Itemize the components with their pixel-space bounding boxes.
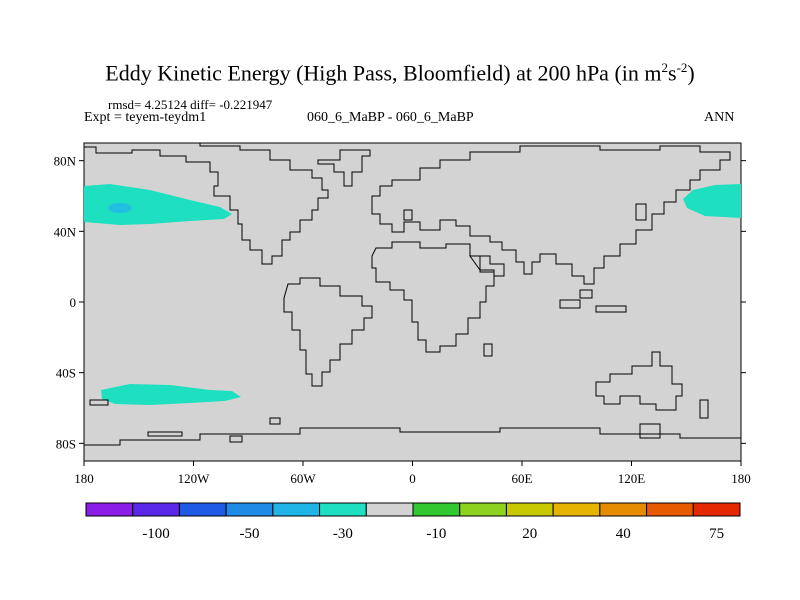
colorbar-swatch (225, 502, 274, 517)
coast-indonesia (559, 289, 627, 313)
coast-japan (635, 203, 647, 221)
period-label: ANN (704, 110, 735, 125)
colorbar-label: -10 (426, 526, 446, 542)
coast-uk (403, 209, 413, 221)
colorbar-label: -30 (333, 526, 353, 542)
colorbar (85, 502, 741, 517)
colorbar-swatch (646, 502, 694, 517)
colorbar-label: 75 (709, 526, 724, 542)
colorbar-swatch (178, 502, 227, 517)
lon-label: 60W (290, 471, 316, 486)
colorbar-swatch (692, 502, 741, 517)
anomaly-patch-north-pacific-east (683, 184, 741, 218)
colorbar-swatch (272, 502, 321, 517)
lat-label: 80N (54, 154, 77, 169)
case-label: 060_6_MaBP - 060_6_MaBP (307, 110, 474, 125)
coast-islands-south (89, 399, 661, 443)
coast-new-zealand (699, 399, 709, 419)
coast-greenland (317, 149, 371, 187)
lon-label: 60E (512, 471, 533, 486)
colorbar-swatch (85, 502, 134, 517)
colorbar-swatch (132, 502, 180, 517)
colorbar-swatch (459, 502, 507, 517)
lat-label: 40S (56, 366, 76, 381)
coast-madagascar (483, 343, 493, 357)
lon-label: 180 (731, 471, 751, 486)
latitude-ticks: 80N 40N 0 40S 80S (54, 154, 746, 451)
lat-label: 40N (54, 224, 77, 239)
colorbar-label: -50 (240, 526, 260, 542)
experiment-label: Expt = teyem-teydm1 (84, 110, 207, 125)
stats-label: rmsd= 4.25124 diff= -0.221947 (108, 97, 273, 112)
colorbar-label: 40 (616, 526, 631, 542)
colorbar-label: -100 (142, 526, 170, 542)
colorbar-swatch (599, 502, 648, 517)
colorbar-swatch (552, 502, 601, 517)
coast-south-america (283, 277, 373, 387)
anomaly-patch-southern-ocean (101, 384, 241, 405)
coast-arabia (469, 255, 505, 277)
coast-africa (371, 241, 495, 353)
coast-australia (595, 351, 683, 411)
anomaly-patch-north-pacific-west (84, 184, 232, 225)
colorbar-swatch (505, 502, 554, 517)
lat-label: 0 (70, 295, 77, 310)
lon-label: 180 (74, 471, 94, 486)
longitude-ticks: 180 120W 60W 0 60E 120E 180 (74, 461, 751, 486)
colorbar-label: 150 (799, 526, 800, 542)
coast-north-america (84, 143, 329, 265)
lon-label: 120W (178, 471, 211, 486)
colorbar-swatch (319, 502, 367, 517)
lat-label: 80S (56, 436, 76, 451)
lon-label: 0 (409, 471, 416, 486)
lon-label: 120E (618, 471, 646, 486)
coast-eurasia (371, 145, 731, 285)
colorbar-swatch (412, 502, 461, 517)
anomaly-core-north-pacific (108, 203, 132, 213)
colorbar-labels: -100 -50 -30 -10 20 40 75 150 (142, 526, 800, 542)
colorbar-label: 20 (522, 526, 537, 542)
colorbar-swatch (365, 502, 414, 517)
plot-title: Eddy Kinetic Energy (High Pass, Bloomfie… (105, 60, 695, 86)
